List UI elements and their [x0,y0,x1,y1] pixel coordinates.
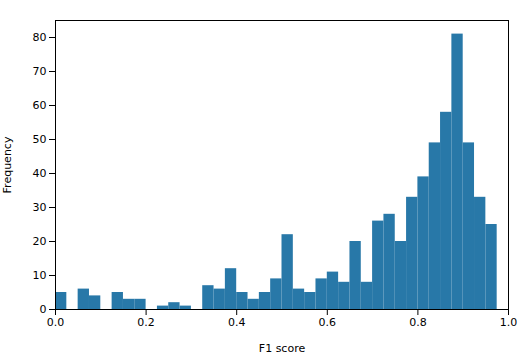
svg-text:0.8: 0.8 [409,316,427,329]
svg-text:60: 60 [33,99,47,112]
svg-text:Frequency: Frequency [1,136,14,193]
svg-text:F1 score: F1 score [259,342,306,354]
svg-text:1.0: 1.0 [500,316,518,329]
svg-text:30: 30 [33,201,47,214]
svg-text:0.6: 0.6 [319,316,337,329]
svg-text:0.2: 0.2 [137,316,155,329]
svg-text:40: 40 [33,167,47,180]
svg-text:10: 10 [33,269,47,282]
svg-text:80: 80 [33,31,47,44]
svg-text:0.0: 0.0 [47,316,65,329]
svg-text:0: 0 [40,303,47,316]
svg-text:20: 20 [33,235,47,248]
svg-text:70: 70 [33,65,47,78]
svg-text:0.4: 0.4 [228,316,246,329]
svg-text:50: 50 [33,133,47,146]
